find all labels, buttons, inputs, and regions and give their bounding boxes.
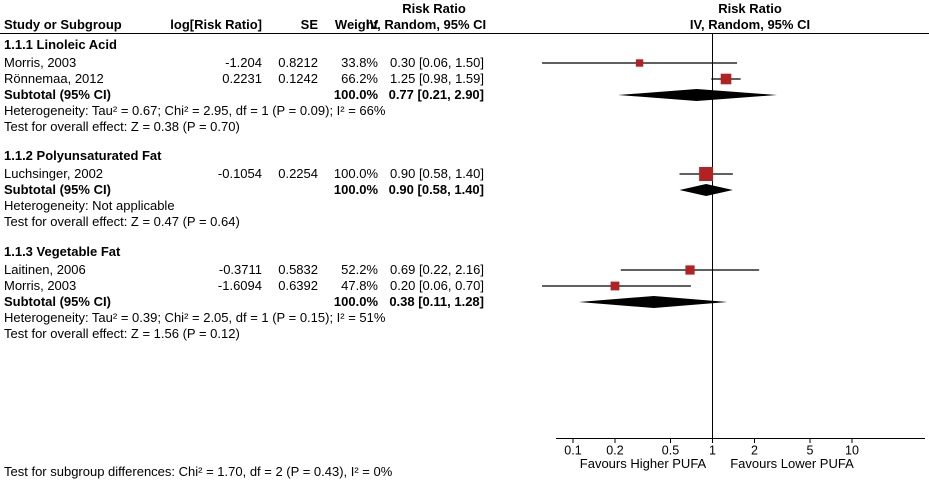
header-separator-line bbox=[0, 33, 929, 34]
study-weight: 52.2% bbox=[341, 262, 378, 277]
effect-marker bbox=[685, 265, 695, 275]
study-ci-text: 1.25 [0.98, 1.59] bbox=[390, 71, 484, 86]
study-se: 0.1242 bbox=[278, 71, 318, 86]
effect-marker bbox=[699, 167, 714, 181]
study-weight: 47.8% bbox=[341, 278, 378, 293]
study-log-risk-ratio: -0.3711 bbox=[218, 262, 262, 277]
subtotal-diamond bbox=[617, 89, 778, 101]
overall-effect-text: Test for overall effect: Z = 1.56 (P = 0… bbox=[4, 326, 240, 341]
study-log-risk-ratio: 0.2231 bbox=[222, 71, 262, 86]
subtotal-diamond bbox=[578, 296, 728, 308]
study-name: Rönnemaa, 2012 bbox=[4, 71, 104, 86]
x-axis-tick-label: 0.2 bbox=[606, 444, 623, 458]
x-axis-tick-label: 10 bbox=[845, 444, 859, 458]
study-weight: 100.0% bbox=[333, 166, 378, 181]
overall-effect-text: Test for overall effect: Z = 0.38 (P = 0… bbox=[4, 119, 240, 134]
favours-left-label: Favours Higher PUFA bbox=[579, 456, 707, 471]
x-axis-tick-label: 0.5 bbox=[662, 444, 679, 458]
overall-effect-text: Test for overall effect: Z = 0.47 (P = 0… bbox=[4, 214, 240, 229]
x-axis-tick-label: 1 bbox=[709, 444, 716, 458]
study-name: Luchsinger, 2002 bbox=[4, 166, 104, 181]
study-ci-text: 0.90 [0.58, 1.40] bbox=[390, 166, 484, 181]
study-se: 0.5832 bbox=[278, 262, 318, 277]
subgroup-title: 1.1.2 Polyunsaturated Fat bbox=[4, 148, 162, 163]
study-se: 0.8212 bbox=[278, 55, 318, 70]
col-header-study: Study or Subgroup bbox=[4, 17, 122, 32]
subtotal-ci-text: 0.77 [0.21, 2.90] bbox=[388, 87, 484, 102]
study-ci-text: 0.30 [0.06, 1.50] bbox=[390, 55, 484, 70]
study-se: 0.6392 bbox=[278, 278, 318, 293]
subtotal-diamond bbox=[679, 184, 733, 196]
col-header-ci: IV, Random, 95% CI bbox=[366, 17, 487, 32]
heterogeneity-text: Heterogeneity: Not applicable bbox=[4, 198, 175, 213]
subgroup-title: 1.1.1 Linoleic Acid bbox=[4, 37, 117, 52]
subtotal-weight: 100.0% bbox=[333, 294, 378, 309]
study-log-risk-ratio: -0.1054 bbox=[217, 166, 262, 181]
subtotal-weight: 100.0% bbox=[333, 87, 378, 102]
x-axis-tick-label: 5 bbox=[807, 444, 814, 458]
study-log-risk-ratio: -1.6094 bbox=[217, 278, 262, 293]
x-axis-tick-label: 2 bbox=[751, 444, 758, 458]
study-ci-text: 0.20 [0.06, 0.70] bbox=[390, 278, 484, 293]
subtotal-weight: 100.0% bbox=[333, 182, 378, 197]
subtotal-ci-text: 0.38 [0.11, 1.28] bbox=[389, 294, 484, 309]
x-axis-tick-label: 0.1 bbox=[564, 444, 581, 458]
subtotal-label: Subtotal (95% CI) bbox=[4, 87, 111, 102]
heterogeneity-text: Heterogeneity: Tau² = 0.67; Chi² = 2.95,… bbox=[4, 103, 386, 118]
effect-marker bbox=[720, 73, 732, 85]
study-log-risk-ratio: -1.204 bbox=[225, 55, 262, 70]
favours-right-label: Favours Lower PUFA bbox=[730, 456, 854, 471]
effect-marker bbox=[610, 281, 620, 291]
subtotal-label: Subtotal (95% CI) bbox=[4, 182, 111, 197]
effect-marker bbox=[635, 59, 644, 67]
subtotal-label: Subtotal (95% CI) bbox=[4, 294, 111, 309]
heterogeneity-text: Heterogeneity: Tau² = 0.39; Chi² = 2.05,… bbox=[4, 310, 386, 325]
plot-effect-header: Risk Ratio bbox=[718, 1, 782, 16]
study-weight: 66.2% bbox=[341, 71, 378, 86]
table-effect-header: Risk Ratio bbox=[402, 1, 466, 16]
plot-method-header: IV, Random, 95% CI bbox=[689, 17, 811, 32]
study-name: Morris, 2003 bbox=[4, 278, 77, 293]
subtotal-ci-text: 0.90 [0.58, 1.40] bbox=[388, 182, 484, 197]
study-name: Morris, 2003 bbox=[4, 55, 77, 70]
study-ci-text: 0.69 [0.22, 2.16] bbox=[390, 262, 484, 277]
subgroup-difference-test: Test for subgroup differences: Chi² = 1.… bbox=[4, 464, 393, 479]
col-header-log-risk-ratio: log[Risk Ratio] bbox=[170, 17, 262, 32]
study-name: Laitinen, 2006 bbox=[4, 262, 86, 277]
col-header-weight: Weight bbox=[334, 17, 378, 32]
col-header-se: SE bbox=[300, 17, 318, 32]
study-weight: 33.8% bbox=[341, 55, 378, 70]
study-se: 0.2254 bbox=[278, 166, 318, 181]
subgroup-title: 1.1.3 Vegetable Fat bbox=[4, 244, 121, 259]
